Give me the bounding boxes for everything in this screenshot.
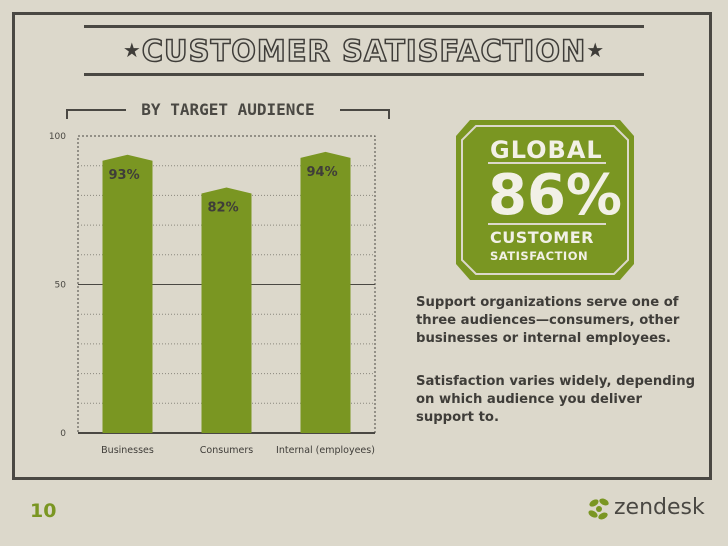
- category-label: Businesses: [101, 445, 154, 456]
- chart-subtitle: BY TARGET AUDIENCE: [141, 100, 315, 119]
- subtitle-tick-right: [388, 109, 390, 119]
- body-paragraph-2: Satisfaction varies widely, depending on…: [416, 374, 696, 425]
- badge-customer-label: CUSTOMER: [490, 228, 594, 247]
- bar-value-label: 93%: [109, 168, 140, 183]
- zendesk-logo: zendesk: [586, 492, 706, 526]
- star-icon: ★: [586, 38, 606, 62]
- global-satisfaction-badge: GLOBAL 86% CUSTOMER SATISFACTION: [456, 120, 634, 280]
- bar: [102, 154, 153, 434]
- body-paragraph-1: Support organizations serve one of three…: [416, 295, 680, 346]
- page-title-text: CUSTOMER SATISFACTION: [141, 33, 587, 69]
- page-frame: [12, 12, 712, 480]
- y-tick-label: 0: [60, 429, 66, 439]
- bar-value-label: 82%: [208, 200, 239, 215]
- bar-value-label: 94%: [307, 165, 338, 180]
- subtitle-rule-left: [66, 109, 126, 111]
- bar: [201, 187, 252, 433]
- category-label: Consumers: [200, 445, 253, 456]
- title-rule-bottom: [84, 73, 644, 76]
- page-title: ★CUSTOMER SATISFACTION★: [0, 30, 728, 70]
- zendesk-wordmark: zendesk: [614, 495, 705, 520]
- category-label: Internal (employees): [276, 445, 375, 456]
- page-number: 10: [30, 500, 57, 522]
- zendesk-leaf-icon: [588, 498, 609, 520]
- subtitle-tick-left: [66, 109, 68, 119]
- badge-satisfaction-label: SATISFACTION: [490, 249, 589, 263]
- badge-global-label: GLOBAL: [490, 136, 603, 164]
- title-rule-top: [84, 25, 644, 28]
- subtitle-rule-right: [340, 109, 390, 111]
- y-tick-label: 50: [55, 281, 67, 291]
- y-tick-label: 100: [49, 132, 66, 142]
- badge-octagon-shape: [456, 120, 634, 280]
- bar: [300, 151, 351, 433]
- badge-percentage: 86%: [488, 163, 623, 228]
- star-icon: ★: [122, 38, 142, 62]
